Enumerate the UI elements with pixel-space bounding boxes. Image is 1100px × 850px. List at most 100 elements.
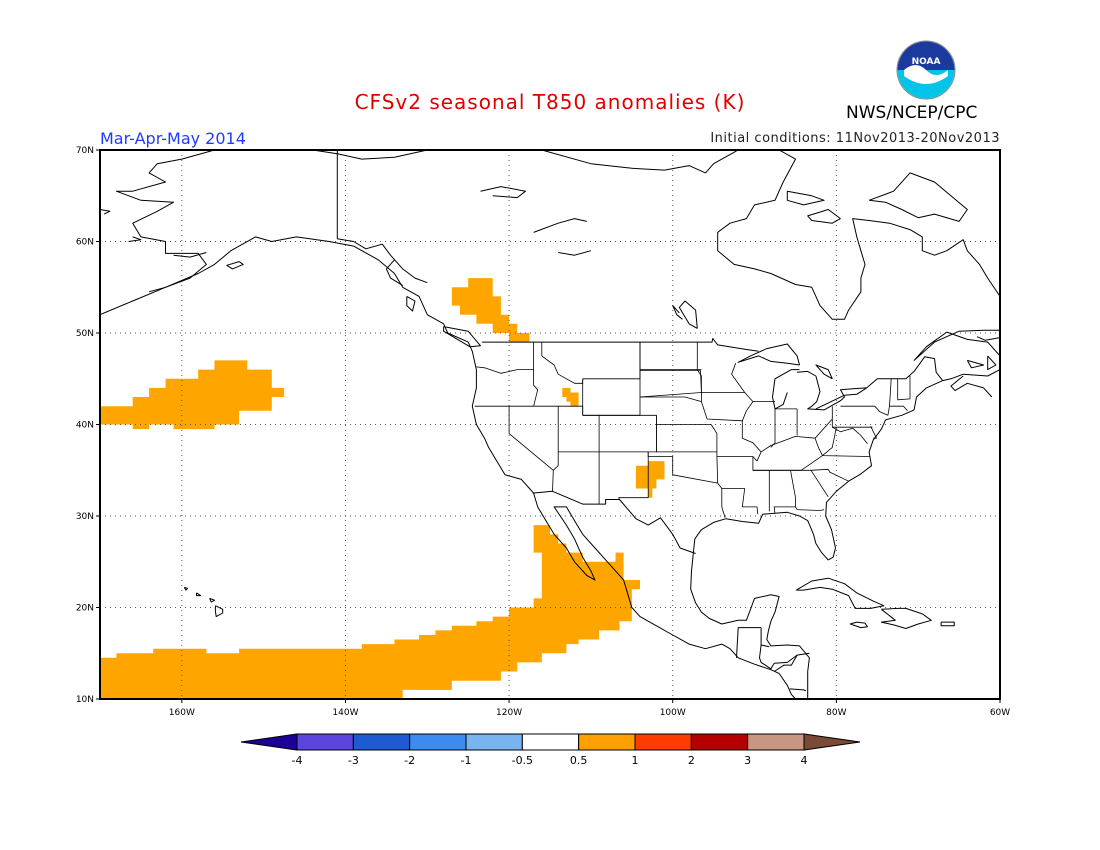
state-border [508, 406, 554, 471]
grid-layer [100, 150, 1000, 699]
initial-conditions-label: Initial conditions: 11Nov2013-20Nov2013 [710, 131, 1000, 146]
coastline [533, 218, 587, 233]
state-border [741, 420, 762, 462]
colorbar-label: -3 [348, 754, 359, 767]
coastline [976, 336, 1000, 341]
colorbar-box [352, 733, 411, 751]
coastline [950, 375, 993, 398]
coastline [940, 621, 955, 627]
colorbar-box [634, 733, 692, 751]
coastline [406, 295, 416, 312]
state-border [822, 427, 837, 456]
country-border [759, 644, 762, 663]
state-border [814, 406, 833, 439]
anomaly-region-new-mexico [635, 461, 665, 498]
lon-tick-label: 120W [496, 708, 522, 718]
lat-tick-label: 50N [76, 329, 94, 339]
country-border [789, 688, 807, 692]
coastline [772, 369, 800, 410]
colorbar-label: 2 [688, 754, 695, 767]
colorbar-label: 0.5 [570, 754, 588, 767]
coastline [183, 586, 188, 591]
lon-tick-label: 80W [826, 708, 846, 718]
state-border [889, 405, 908, 412]
state-border [760, 435, 870, 457]
state-border [840, 405, 889, 416]
state-border [647, 451, 718, 484]
agency-label: NWS/NCEP/CPC [846, 103, 978, 123]
country-border [773, 654, 798, 672]
coastline [987, 355, 997, 371]
coastline [214, 150, 428, 160]
country-border [532, 490, 696, 554]
state-border [476, 366, 534, 374]
state-border [795, 506, 825, 511]
coastline [690, 369, 1000, 699]
coastline [868, 172, 968, 222]
coastline [678, 300, 698, 329]
state-border [541, 342, 584, 384]
lat-tick-label: 10N [76, 695, 94, 705]
coastline [173, 252, 207, 258]
lon-tick-label: 60W [990, 708, 1010, 718]
state-border [716, 456, 726, 518]
state-border [716, 456, 758, 462]
noaa-logo-text: NOAA [912, 57, 941, 67]
colorbar-label: -0.5 [512, 754, 533, 767]
country-border [866, 356, 944, 389]
coastline-layer [100, 150, 1000, 699]
state-border [769, 469, 796, 514]
state-border [552, 470, 554, 492]
colorbar-label: -4 [292, 754, 303, 767]
coastline [717, 150, 1000, 320]
anomaly-layer [100, 278, 665, 699]
coastline [672, 305, 683, 320]
state-border [533, 342, 539, 407]
colorbar-box [465, 733, 523, 751]
coastline [796, 577, 885, 609]
state-border [656, 424, 717, 453]
colorbar-label: 4 [801, 754, 808, 767]
coastline [849, 621, 868, 629]
coastline [100, 236, 796, 699]
anomaly-region-north-pacific [100, 360, 285, 430]
colorbar-box [690, 733, 749, 751]
state-border [721, 488, 759, 515]
state-border [710, 424, 718, 457]
colorbar-label: -1 [461, 754, 472, 767]
coastline [807, 209, 841, 224]
axis-labels: 70N 60N 50N 40N 30N 20N 10N 160W 140W 120W 100W 80W… [76, 146, 1010, 718]
state-border [887, 378, 892, 416]
lat-tick-label: 30N [76, 512, 94, 522]
country-border [482, 338, 759, 352]
coastline [558, 250, 592, 256]
state-border [696, 342, 746, 393]
coastline [541, 150, 739, 174]
colorbar-box [521, 733, 580, 751]
lat-tick-label: 60N [76, 238, 94, 248]
colorbar: -4 -3 -2 -1 -0.5 0.5 1 2 3 4 [240, 733, 861, 767]
lat-tick-label: 40N [76, 421, 94, 431]
coastline [797, 370, 868, 411]
coastline [480, 186, 526, 199]
coastline [385, 259, 403, 286]
state-border [639, 370, 702, 398]
state-border [897, 376, 911, 401]
state-border [790, 468, 849, 482]
colorbar-label: 1 [632, 754, 639, 767]
state-border [810, 470, 829, 498]
coastline [115, 150, 215, 293]
state-border [752, 455, 823, 471]
lon-tick-label: 140W [332, 708, 358, 718]
state-border [553, 406, 559, 471]
country-border [736, 627, 762, 658]
coastline [786, 190, 825, 206]
state-border [558, 406, 600, 453]
country-border [337, 238, 428, 284]
chart-title: CFSv2 seasonal T850 anomalies (K) [354, 90, 746, 114]
noaa-logo: NOAA [896, 40, 956, 100]
state-border [870, 426, 877, 439]
colorbar-box [578, 733, 636, 751]
coastline [226, 261, 244, 270]
